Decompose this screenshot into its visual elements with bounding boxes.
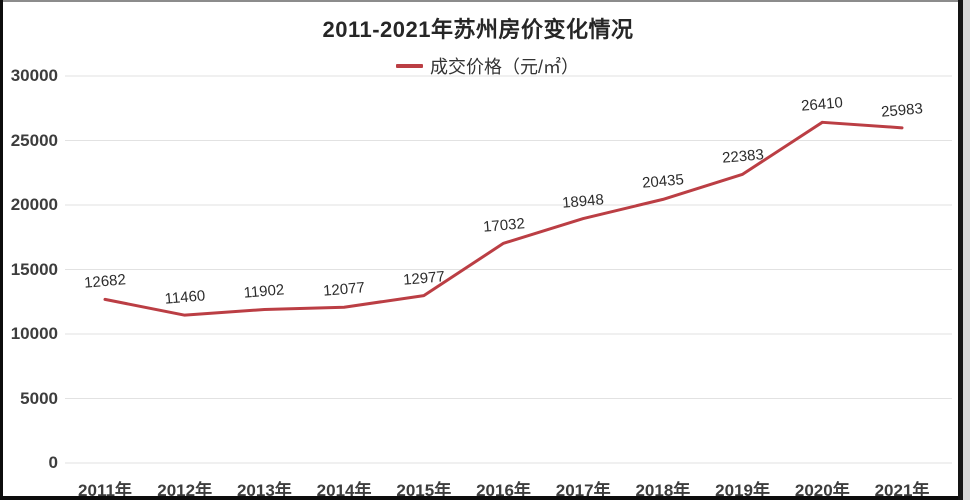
x-axis-tick-label: 2013年 (236, 481, 292, 500)
y-axis-tick-label: 25000 (10, 130, 58, 150)
data-point-label: 18948 (561, 190, 605, 212)
x-axis-tick-label: 2012年 (157, 481, 213, 500)
frame-edge-right (958, 0, 963, 500)
x-axis-tick-label: 2021年 (874, 481, 930, 500)
x-axis-tick-label: 2018年 (635, 481, 691, 500)
y-axis-tick-label: 20000 (10, 195, 58, 214)
x-axis-tick-label: 2015年 (396, 481, 452, 500)
y-axis-tick-label: 30000 (10, 66, 58, 85)
data-point-label: 12977 (402, 267, 446, 289)
legend-line-marker-icon (395, 64, 423, 68)
x-axis-tick-label: 2011年 (78, 481, 132, 500)
y-axis-tick-label: 0 (48, 453, 58, 472)
x-axis-tick-label: 2019年 (715, 481, 771, 500)
y-axis-tick-label: 10000 (10, 324, 58, 343)
x-axis-tick-label: 2016年 (476, 481, 531, 500)
frame-edge-top (0, 0, 970, 2)
y-axis-tick-label: 15000 (10, 259, 58, 279)
frame-edge-right-gutter (963, 0, 970, 500)
y-axis-tick-label: 5000 (20, 388, 58, 408)
legend-label: 成交价格（元/㎡） (429, 57, 579, 77)
data-point-label: 25983 (880, 100, 924, 121)
legend: 成交价格（元/㎡） (0, 53, 970, 79)
x-axis-tick-label: 2017年 (555, 481, 611, 500)
x-axis-tick-label: 2014年 (316, 481, 372, 500)
price-line-series (103, 120, 904, 317)
x-axis-tick-label: 2020年 (794, 481, 850, 500)
chart-title: 2011-2021年苏州房价变化情况 (322, 17, 634, 42)
frame-edge-bottom (0, 496, 970, 500)
frame-edge-left (0, 0, 3, 500)
